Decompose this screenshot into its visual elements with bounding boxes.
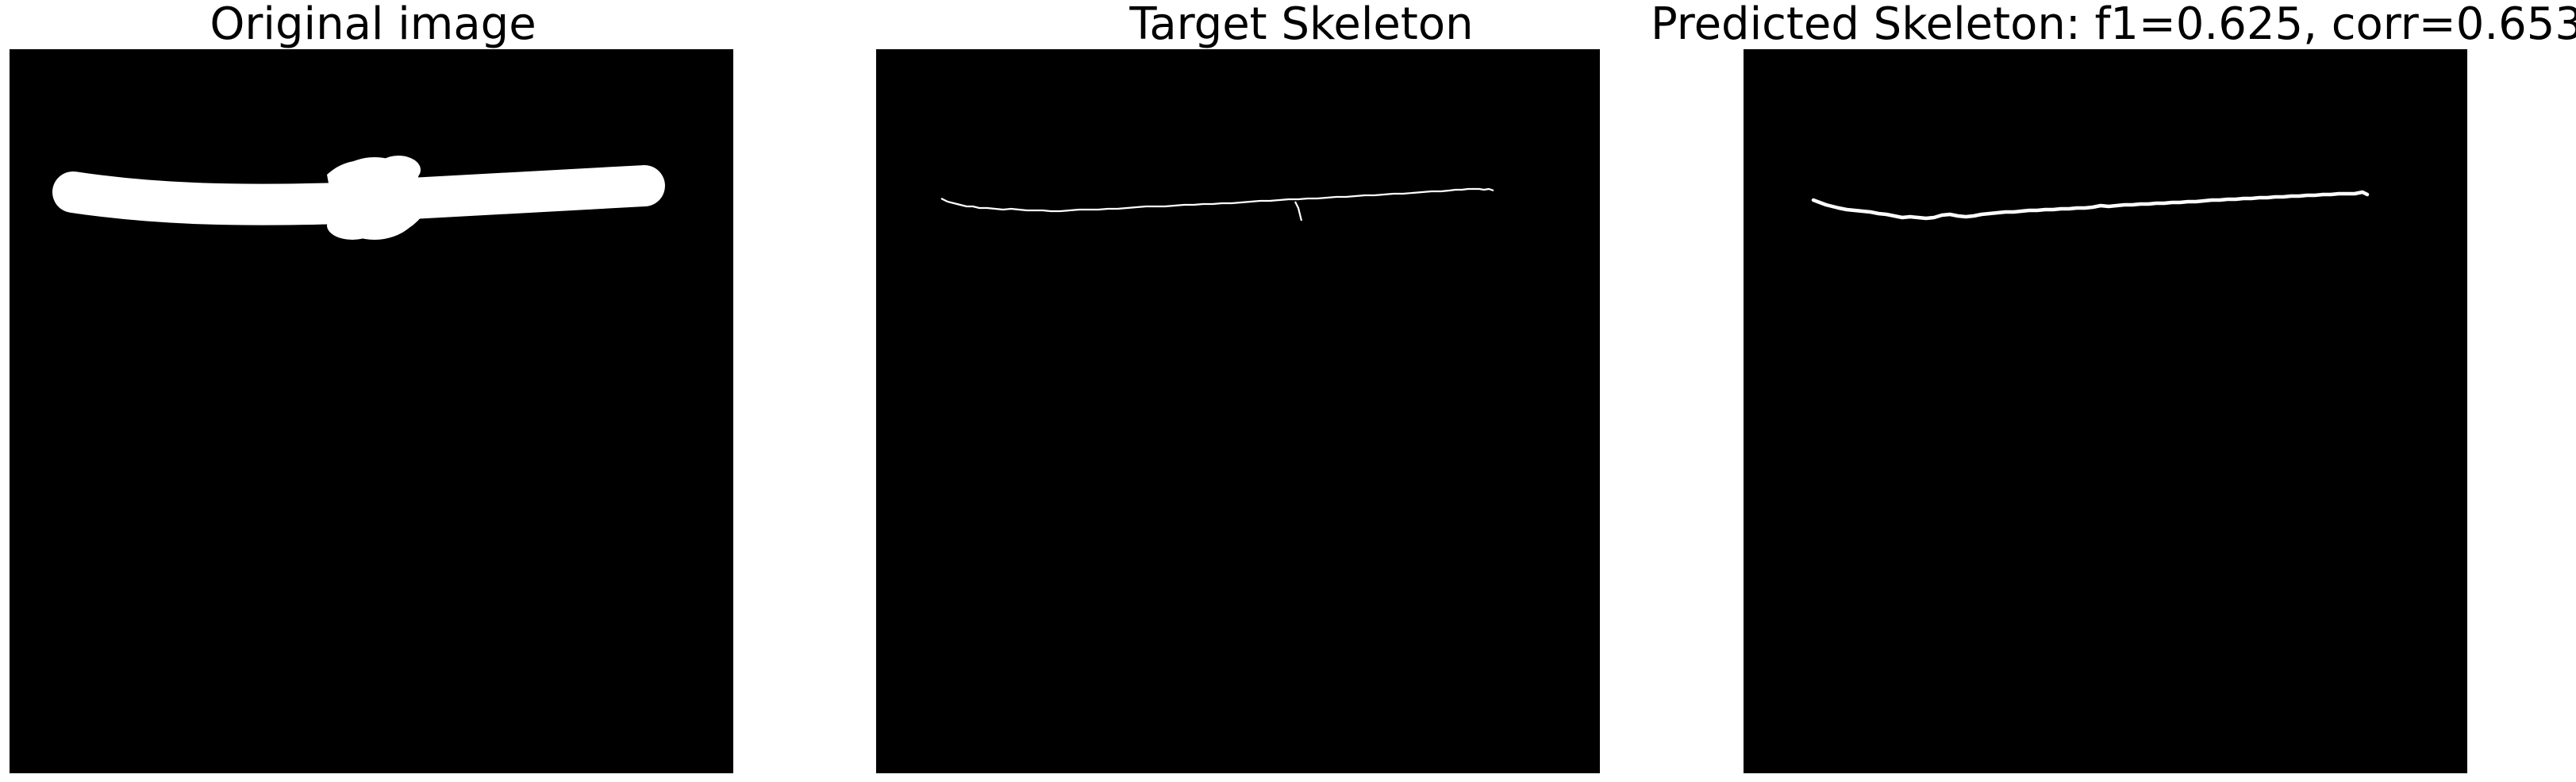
panel-title-target: Target Skeleton <box>1129 0 1474 50</box>
object-mask <box>52 156 665 240</box>
panel-title-predicted: Predicted Skeleton: f1=0.625, corr=0.653 <box>1651 0 2576 50</box>
predicted-skeleton-panel <box>1744 49 2467 773</box>
panel-title-original: Original image <box>210 0 536 50</box>
original-image-panel <box>10 49 733 773</box>
target-skeleton-panel <box>876 49 1600 773</box>
target-skeleton-line <box>940 187 1494 222</box>
predicted-skeleton-line <box>1811 190 2370 221</box>
